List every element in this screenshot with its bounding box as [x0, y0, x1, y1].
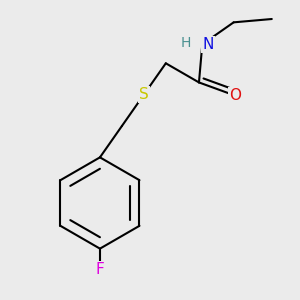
Text: S: S [139, 87, 149, 102]
Text: F: F [96, 262, 104, 277]
Text: H: H [181, 36, 191, 50]
Text: O: O [229, 88, 241, 103]
Text: N: N [202, 37, 214, 52]
